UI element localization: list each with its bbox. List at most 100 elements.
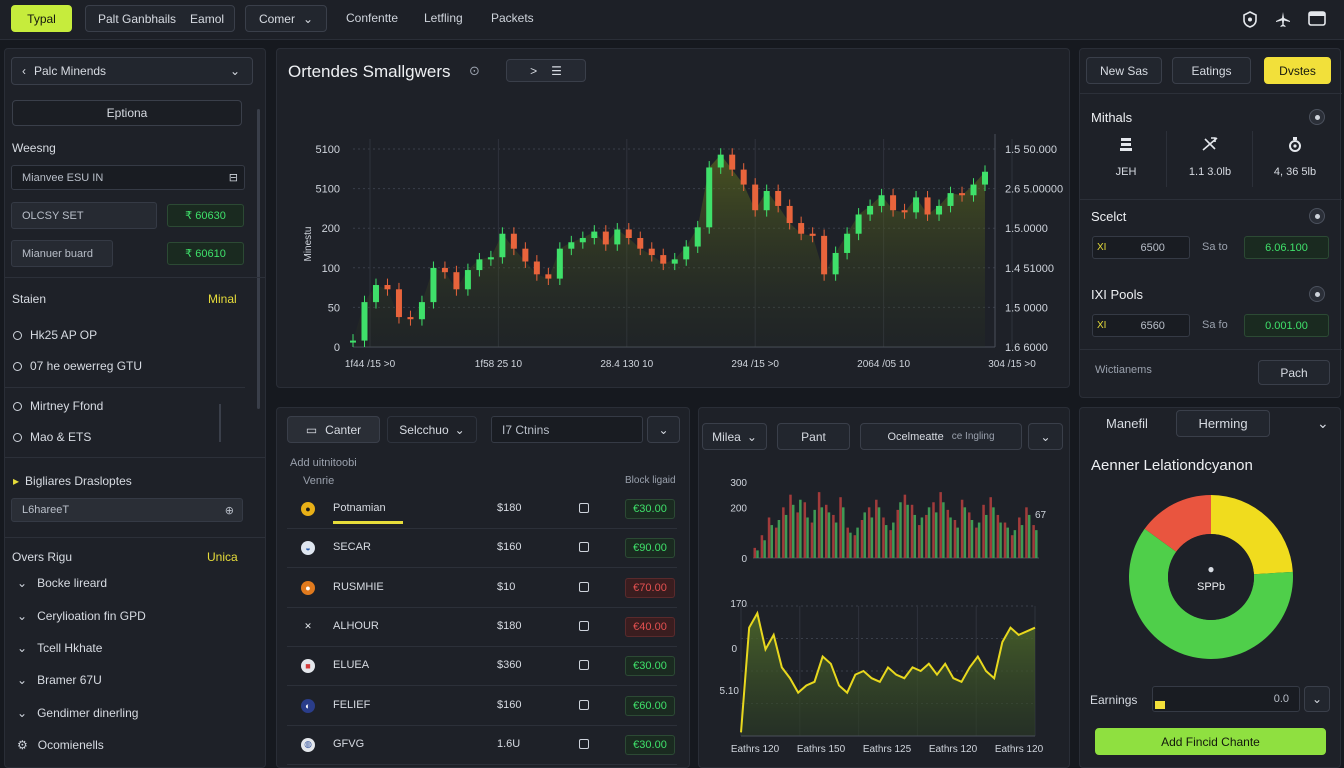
radio-option[interactable]: Hk25 AP OP [13,328,97,342]
new-button[interactable]: New Sas [1086,57,1162,84]
toggle-button[interactable] [1309,109,1325,125]
bigl-section-title[interactable]: ▸ Bigliares Drasloptes [13,474,132,488]
pager-value[interactable]: > [530,63,538,78]
main-chart-panel: Ortendes Smallgwers ⊙ > ☰ 5100 1.5 50.000… [276,48,1070,388]
center-dropdown[interactable]: Comer ⌄ [245,5,327,32]
select-input[interactable]: XI 6500 [1092,236,1190,259]
milea-dropdown[interactable]: Milea ⌄ [702,423,767,450]
bar [763,540,766,558]
stat-value: 4, 36 5lb [1273,166,1317,178]
tree-item[interactable]: ⌄ Cerylioation fin GPD [17,609,146,623]
bar [927,507,931,558]
bigl-input[interactable]: L6hareeT ⊕ [11,498,243,522]
radio-option[interactable]: Mao & ETS [13,430,91,444]
tab-label[interactable]: Eamol [190,11,225,26]
selection-dropdown[interactable]: Selcchuo ⌄ [387,416,477,443]
table-row[interactable]: ◐ FELIEF $160 €60.00 [287,687,677,726]
center-button[interactable]: ▭ Canter [287,416,380,443]
mini-charts-panel: Milea ⌄ Pant Ocelmeatte ce Ingling ⌄ 300 20… [698,407,1070,768]
select-value-badge: 6.06.100 [1244,236,1329,259]
dvstes-button[interactable]: Dvstes [1264,57,1331,84]
tab-label[interactable]: Palt Ganbhails [98,11,177,26]
coin-orange-icon: ● [301,580,315,595]
table-row[interactable]: ◒ SECAR $160 €90.00 [287,529,677,569]
tab-manefil[interactable]: Manefil [1106,416,1148,431]
chevron-down-icon[interactable]: ⌄ [1304,686,1330,712]
table-row[interactable]: ■ ELUEA $360 €30.00 [287,647,677,687]
tab-herming[interactable]: Herming [1176,410,1270,437]
radio-icon[interactable] [13,362,22,371]
toggle-button[interactable] [1309,208,1325,224]
coin-name: FELIEF [333,698,371,711]
options-button[interactable]: Eptiona [12,100,242,126]
donut-chart [1129,495,1293,659]
chevron-down-icon[interactable]: ⌄ [1317,415,1329,431]
row-checkbox[interactable] [579,503,589,513]
radio-label: Hk25 AP OP [30,328,98,342]
nav-link[interactable]: Confentte [346,11,399,25]
row-checkbox[interactable] [579,660,589,671]
tab-group[interactable]: Palt Ganbhails Eamol [85,5,235,32]
radio-icon[interactable] [13,433,22,442]
radio-icon[interactable] [13,331,22,340]
earnings-input[interactable]: 0.0 [1152,686,1300,712]
row-checkbox[interactable] [579,699,589,710]
row-checkbox[interactable] [579,738,589,749]
bar [917,525,921,558]
window-icon[interactable] [1307,9,1327,27]
chevron-down-icon[interactable]: ⌄ [1028,423,1063,450]
sidebar-input[interactable]: Mianvee ESU IN ⊟ [11,165,245,190]
row-checkbox[interactable] [579,620,589,631]
tree-item[interactable]: ⚙ Ocomienells [17,738,104,752]
expand-icon[interactable]: ⊟ [228,172,238,184]
pant-button[interactable]: Pant [777,423,850,450]
market-select[interactable]: ‹ Palc Minends ⌄ [11,57,253,85]
nav-link[interactable]: Letfling [424,11,463,25]
chevron-down-icon: ⌄ [17,706,28,720]
nav-link[interactable]: Packets [491,11,534,25]
plane-icon[interactable] [1274,10,1292,28]
settings-button[interactable]: Eatings [1172,57,1251,84]
info-icon[interactable]: ⊙ [469,63,480,78]
scrollbar[interactable] [219,404,221,442]
table-row[interactable]: ● RUSMHIE $10 €70.00 [287,569,677,608]
candle-body [637,238,644,249]
gear-icon: ⚙ [17,738,28,752]
table-row[interactable]: ✕ ALHOUR $180 €40.00 [287,608,677,647]
bar [760,535,764,558]
tree-item[interactable]: ⌄ Bramer 67U [17,673,102,687]
candle-body [959,193,966,196]
pach-button[interactable]: Pach [1258,360,1330,385]
bar [870,517,874,558]
brand-button[interactable]: Typal [11,5,72,32]
x-tick-label: Eathrs 120 [731,744,780,755]
coin-price: $180 [497,502,522,514]
toggle-button[interactable] [1309,286,1325,302]
scrollbar[interactable] [257,109,260,409]
chevron-down-icon[interactable]: ⌄ [647,416,680,443]
add-fincid-button[interactable]: Add Fincid Chante [1095,728,1326,755]
tree-item[interactable]: ⌄ Gendimer dinerling [17,706,138,720]
shield-icon[interactable] [1241,10,1259,28]
table-row[interactable]: ◍ GFVG 1.6U €30.00 [287,726,677,765]
tree-item[interactable]: ⌄ Tcell Hkhate [17,641,102,655]
bar [1032,525,1035,558]
row-checkbox[interactable] [579,542,589,553]
pools-input-value: 6560 [1140,319,1165,332]
radio-label: Mao & ETS [30,430,92,444]
bar [796,512,799,558]
tree-item[interactable]: ⌄ Bocke lireard [17,576,107,590]
radio-icon[interactable] [13,402,22,411]
radio-option[interactable]: Mirtney Ffond [13,399,103,413]
coin-search-input[interactable]: I7 Ctnins [491,416,643,443]
coin-name: ALHOUR [333,619,379,632]
radio-option[interactable]: 07 he oewerreg GTU [13,359,142,373]
pager-control[interactable]: > ☰ [506,59,586,82]
candle-body [625,229,632,238]
menu-icon[interactable]: ☰ [551,63,562,78]
lock-icon[interactable]: ⊕ [224,504,234,517]
pools-input[interactable]: XI 6560 [1092,314,1190,337]
table-row[interactable]: ● Potnamian $180 €30.00 [287,490,677,529]
ocel-dropdown[interactable]: Ocelmeatte ce Ingling [860,423,1022,450]
row-checkbox[interactable] [579,581,589,592]
